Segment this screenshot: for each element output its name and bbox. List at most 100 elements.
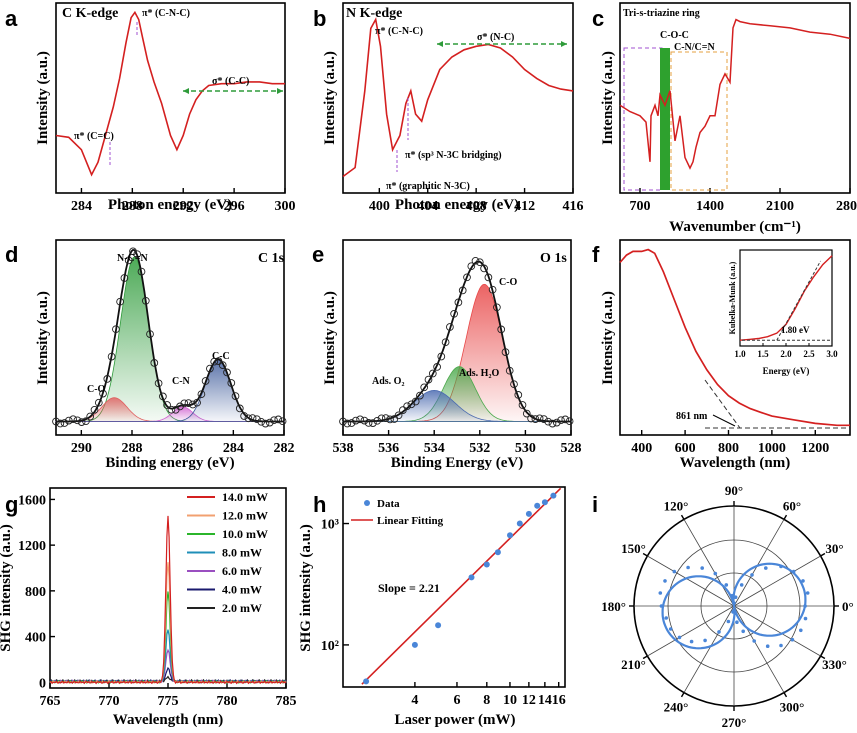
panel-i-data-point-33 (790, 637, 795, 642)
panel-d-envelope-line (56, 248, 284, 423)
panel-h-xtick-label-2: 8 (483, 693, 490, 708)
panel-i-data-point-15 (672, 569, 677, 574)
panel-a-ann-cnc: π* (C-N-C) (142, 8, 190, 19)
panel-g-ytick-label-3: 1200 (18, 539, 46, 554)
panel-c: c Wavenumber (cm⁻¹) Intensity (a.u.) 700… (592, 2, 857, 235)
panel-d-data-point-75 (159, 392, 167, 401)
panel-i-data-point-6 (750, 573, 754, 577)
panel-i-label: i (592, 492, 598, 517)
panel-d-data-point-6 (60, 419, 69, 427)
panel-c-xlabel: Wavenumber (cm⁻¹) (669, 219, 801, 235)
panel-g-ytick-label-0: 0 (39, 676, 46, 691)
panel-h-xtick-label-4: 12 (522, 693, 536, 708)
panel-i-angle-label-6: 180° (601, 599, 626, 614)
panel-d-data-point-39 (107, 352, 116, 361)
panel-i-data-point-34 (799, 628, 803, 633)
panel-g-series-line-1 (49, 562, 287, 685)
panel-g-xlabel: Wavelength (nm) (113, 712, 223, 728)
panel-i-tick-1 (820, 552, 826, 557)
panel-i-spoke-1 (733, 555, 821, 607)
panel-b-xtick-label-3: 412 (514, 199, 535, 214)
panel-g-label: g (5, 492, 18, 517)
panel-d-data-point-135 (244, 414, 253, 423)
panel-e-data-point-57 (420, 383, 429, 392)
panel-e-data-point-102 (484, 273, 493, 282)
panel-d-frame (55, 239, 285, 436)
panel-d-data-point-93 (184, 399, 193, 407)
panel-d-data-point-126 (231, 392, 240, 400)
panel-b-ann-graphitic: π* (graphitic N-3C) (386, 181, 470, 192)
panel-d-data-point-36 (103, 375, 112, 383)
panel-c-xtick-label-3: 2800 (836, 199, 857, 214)
panel-g-legend-label-2: 10.0 mW (222, 527, 268, 541)
panel-f-frame (619, 239, 851, 436)
panel-d-xtick-label-0: 290 (71, 441, 92, 456)
panel-d-data-point-15 (73, 416, 82, 425)
panel-g-ylabel: SHG intensity (a.u.) (0, 524, 14, 652)
panel-i-data-point-20 (668, 627, 673, 631)
panel-d-data-point-78 (163, 401, 171, 409)
panel-f-inset-frame (739, 249, 833, 347)
panel-e-data-point-96 (475, 258, 484, 267)
panel-a-xtick-label-2: 292 (173, 199, 194, 214)
panel-e-data-point-63 (428, 369, 437, 378)
panel-e-data-point-3 (343, 419, 352, 428)
panel-e-data-point-117 (505, 366, 514, 375)
panel-d-xtick-label-2: 286 (172, 441, 193, 456)
panel-e-data-point-87 (463, 273, 471, 282)
panel-a-title: C K-edge (62, 6, 118, 21)
panel-d-data-point-33 (99, 389, 107, 398)
panel-d-peak-label-3: C-C (212, 351, 230, 362)
panel-h-xtick-label-5: 14 (538, 693, 552, 708)
panel-a-xlabel: Photon energy (eV) (108, 197, 232, 213)
panel-f-inset-ylabel: Kubelka-Munk (a.u.) (728, 261, 737, 334)
panel-b-xtick-label-2: 408 (466, 199, 487, 214)
panel-i-tick-8 (680, 692, 685, 698)
panel-d-data-point-42 (112, 325, 120, 334)
panel-b-xtick-label-0: 400 (369, 199, 390, 214)
panel-e-data-point-123 (514, 391, 523, 399)
panel-h-xtick-label-0: 4 (411, 693, 418, 708)
panel-i-data-point-18 (659, 604, 664, 608)
panel-i-angle-label-1: 30° (825, 541, 843, 556)
panel-a-xtick-label-3: 296 (224, 199, 245, 214)
panel-f-inset-xtick-label-3: 2.5 (803, 349, 815, 359)
panel-e-xlabel: Binding Energy (eV) (391, 455, 524, 471)
panel-i-data-point-28 (735, 620, 739, 624)
panel-e-xtick-label-1: 536 (378, 441, 399, 456)
panel-d-label: d (5, 242, 18, 267)
panel-f-xtick-label-2: 800 (718, 441, 739, 456)
panel-d-data-point-90 (180, 399, 189, 408)
panel-e-data-point-21 (369, 419, 377, 427)
panel-e-xtick-label-3: 532 (469, 441, 490, 456)
panel-i-angle-label-5: 150° (621, 541, 646, 556)
panel-e-data-point-54 (416, 391, 424, 400)
panel-a-label: a (5, 6, 18, 31)
panel-h: h Laser power (mW) SHG intensity (a.u.) … (298, 486, 566, 728)
panel-g-ytick-label-4: 1600 (18, 493, 46, 508)
panel-e-data-point-81 (454, 298, 463, 307)
panel-d: d C 1s Binding energy (eV) Intensity (a.… (5, 239, 295, 471)
panel-a-ylabel: Intensity (a.u.) (35, 51, 51, 145)
panel-d-data-point-123 (227, 379, 236, 387)
panel-i-data-point-4 (779, 564, 783, 569)
panel-d-data-point-63 (141, 296, 150, 305)
panel-f-inset-xtick-label-0: 1.0 (734, 349, 746, 359)
panel-d-data-point-159 (278, 417, 287, 426)
panel-i-angle-label-8: 240° (664, 700, 689, 715)
panel-d-data-point-144 (257, 417, 266, 426)
panel-d-data-point-111 (210, 357, 219, 366)
panel-g-xtick-label-4: 785 (276, 694, 297, 709)
panel-f-inset-tangent (776, 260, 821, 341)
panel-e-data-point-66 (433, 363, 441, 371)
panel-e-data-point-105 (488, 285, 497, 294)
panel-h-ylabel: SHG intensity (a.u.) (298, 524, 314, 652)
panel-i: i 0° 30° 60° 90° 120° 150° 180° 210° 240° 270° 300… (592, 483, 854, 730)
panel-e-data-point-45 (403, 402, 411, 411)
panel-d-data-point-138 (248, 414, 257, 422)
panel-h-ytick-label-0: 10² (321, 639, 339, 654)
panel-h-data-point-11 (550, 492, 557, 499)
panel-i-data-point-31 (765, 644, 770, 648)
panel-a: a C K-edge Photon energy (eV) Intensity … (5, 2, 296, 214)
